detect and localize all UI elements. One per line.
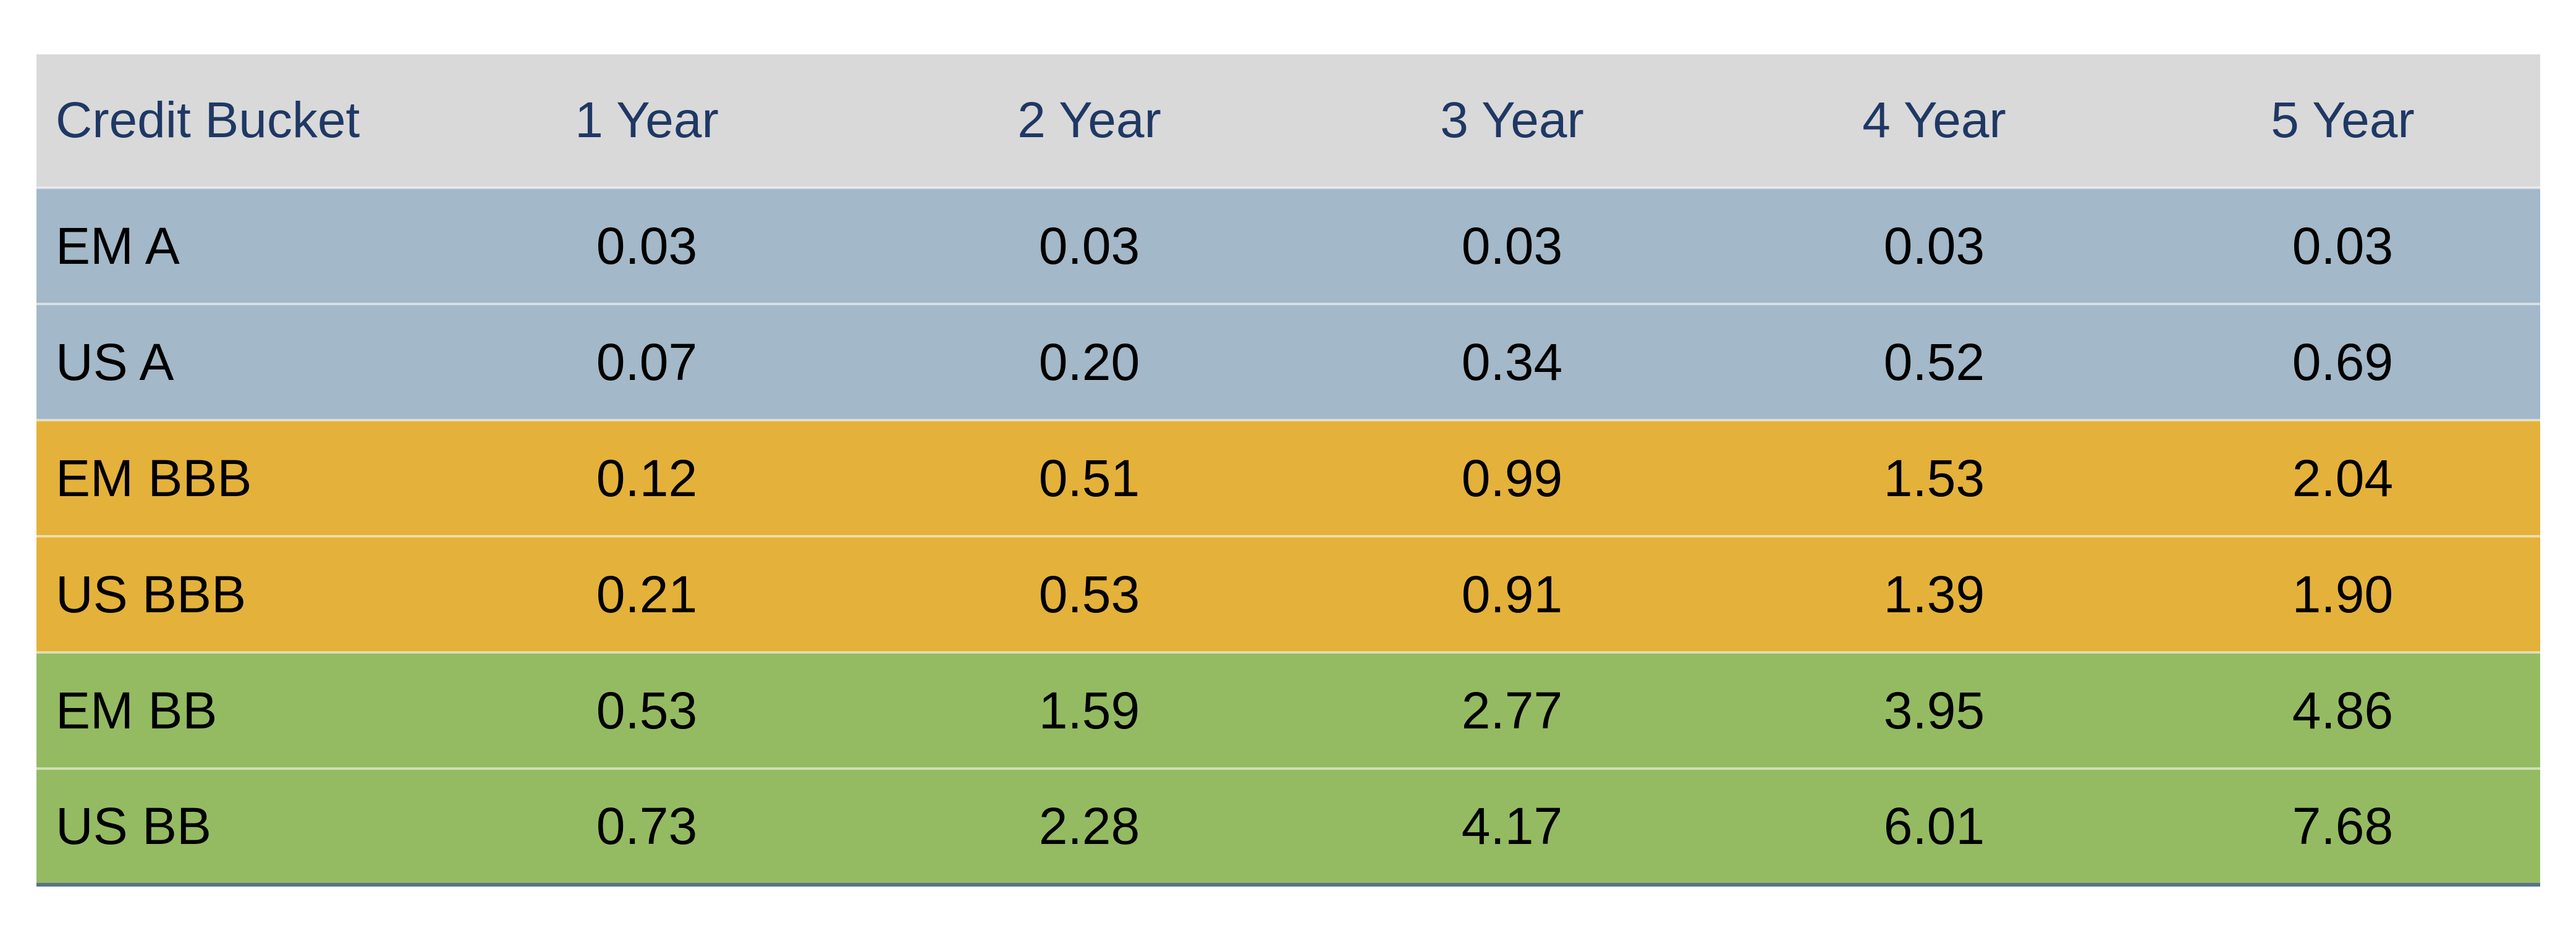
cell-1-year: 0.07 [416,303,878,420]
table-header: Credit Bucket 1 Year 2 Year 3 Year 4 Yea… [36,54,2540,188]
header-row: Credit Bucket 1 Year 2 Year 3 Year 4 Yea… [36,54,2540,188]
header-4-year: 4 Year [1862,92,2006,148]
row-label: US BBB [36,535,416,652]
cell-3-year: 0.99 [1301,419,1723,536]
cell-5-year: 1.90 [2145,535,2540,652]
table-row-em-a: EM A 0.03 0.03 0.03 0.03 0.03 [36,187,2540,304]
cell-3-year: 2.77 [1301,651,1723,769]
row-label: EM A [36,187,416,304]
cell-4-year: 3.95 [1723,651,2145,769]
cell-5-year: 0.03 [2145,187,2540,304]
cell-3-year: 0.03 [1301,187,1723,304]
cell-1-year: 0.21 [416,535,878,652]
cell-3-year: 0.91 [1301,535,1723,652]
cell-5-year: 4.86 [2145,651,2540,769]
cell-2-year: 0.51 [878,419,1301,536]
cell-4-year: 0.52 [1723,303,2145,420]
cell-2-year: 1.59 [878,651,1301,769]
cell-1-year: 0.73 [416,767,878,885]
cell-1-year: 0.53 [416,651,878,769]
header-5-year: 5 Year [2271,92,2415,148]
table-row-us-bb: US BB 0.73 2.28 4.17 6.01 7.68 [36,767,2540,885]
header-credit-bucket: Credit Bucket [56,92,360,148]
table-row-em-bb: EM BB 0.53 1.59 2.77 3.95 4.86 [36,651,2540,769]
row-label: US A [36,303,416,420]
cell-4-year: 6.01 [1723,767,2145,885]
cell-5-year: 2.04 [2145,419,2540,536]
table-row-em-bbb: EM BBB 0.12 0.51 0.99 1.53 2.04 [36,419,2540,536]
header-1-year: 1 Year [575,92,719,148]
row-label: US BB [36,767,416,885]
header-3-year: 3 Year [1440,92,1584,148]
cell-2-year: 0.20 [878,303,1301,420]
cell-1-year: 0.03 [416,187,878,304]
cell-2-year: 2.28 [878,767,1301,885]
cell-5-year: 0.69 [2145,303,2540,420]
cell-4-year: 1.53 [1723,419,2145,536]
default-probability-table: Credit Bucket 1 Year 2 Year 3 Year 4 Yea… [36,54,2540,887]
table-row-us-a: US A 0.07 0.20 0.34 0.52 0.69 [36,303,2540,420]
cell-4-year: 1.39 [1723,535,2145,652]
table-row-us-bbb: US BBB 0.21 0.53 0.91 1.39 1.90 [36,535,2540,652]
credit-table-container: Credit Bucket 1 Year 2 Year 3 Year 4 Yea… [36,54,2540,887]
cell-1-year: 0.12 [416,419,878,536]
cell-3-year: 4.17 [1301,767,1723,885]
cell-2-year: 0.53 [878,535,1301,652]
table-body: EM A 0.03 0.03 0.03 0.03 0.03 US A 0.07 … [36,187,2540,885]
row-label: EM BBB [36,419,416,536]
cell-3-year: 0.34 [1301,303,1723,420]
cell-5-year: 7.68 [2145,767,2540,885]
row-label: EM BB [36,651,416,769]
header-2-year: 2 Year [1017,92,1161,148]
cell-2-year: 0.03 [878,187,1301,304]
cell-4-year: 0.03 [1723,187,2145,304]
